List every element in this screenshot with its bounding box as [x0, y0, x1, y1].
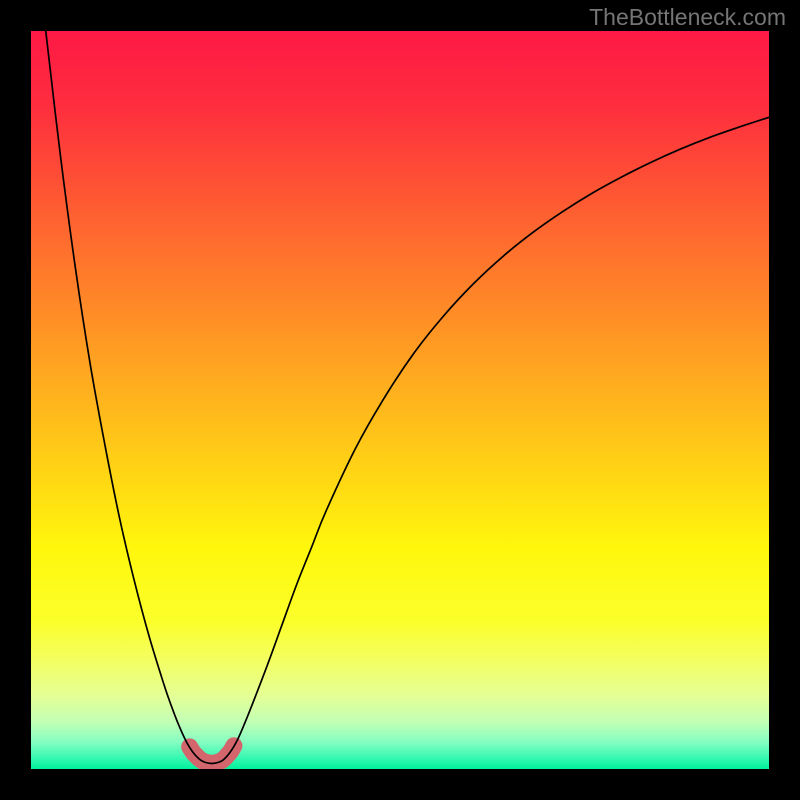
- chart-stage: [31, 31, 769, 769]
- chart-svg: [31, 31, 769, 769]
- figure-root: TheBottleneck.com: [0, 0, 800, 800]
- watermark-text: TheBottleneck.com: [589, 4, 786, 31]
- background-gradient: [31, 31, 769, 769]
